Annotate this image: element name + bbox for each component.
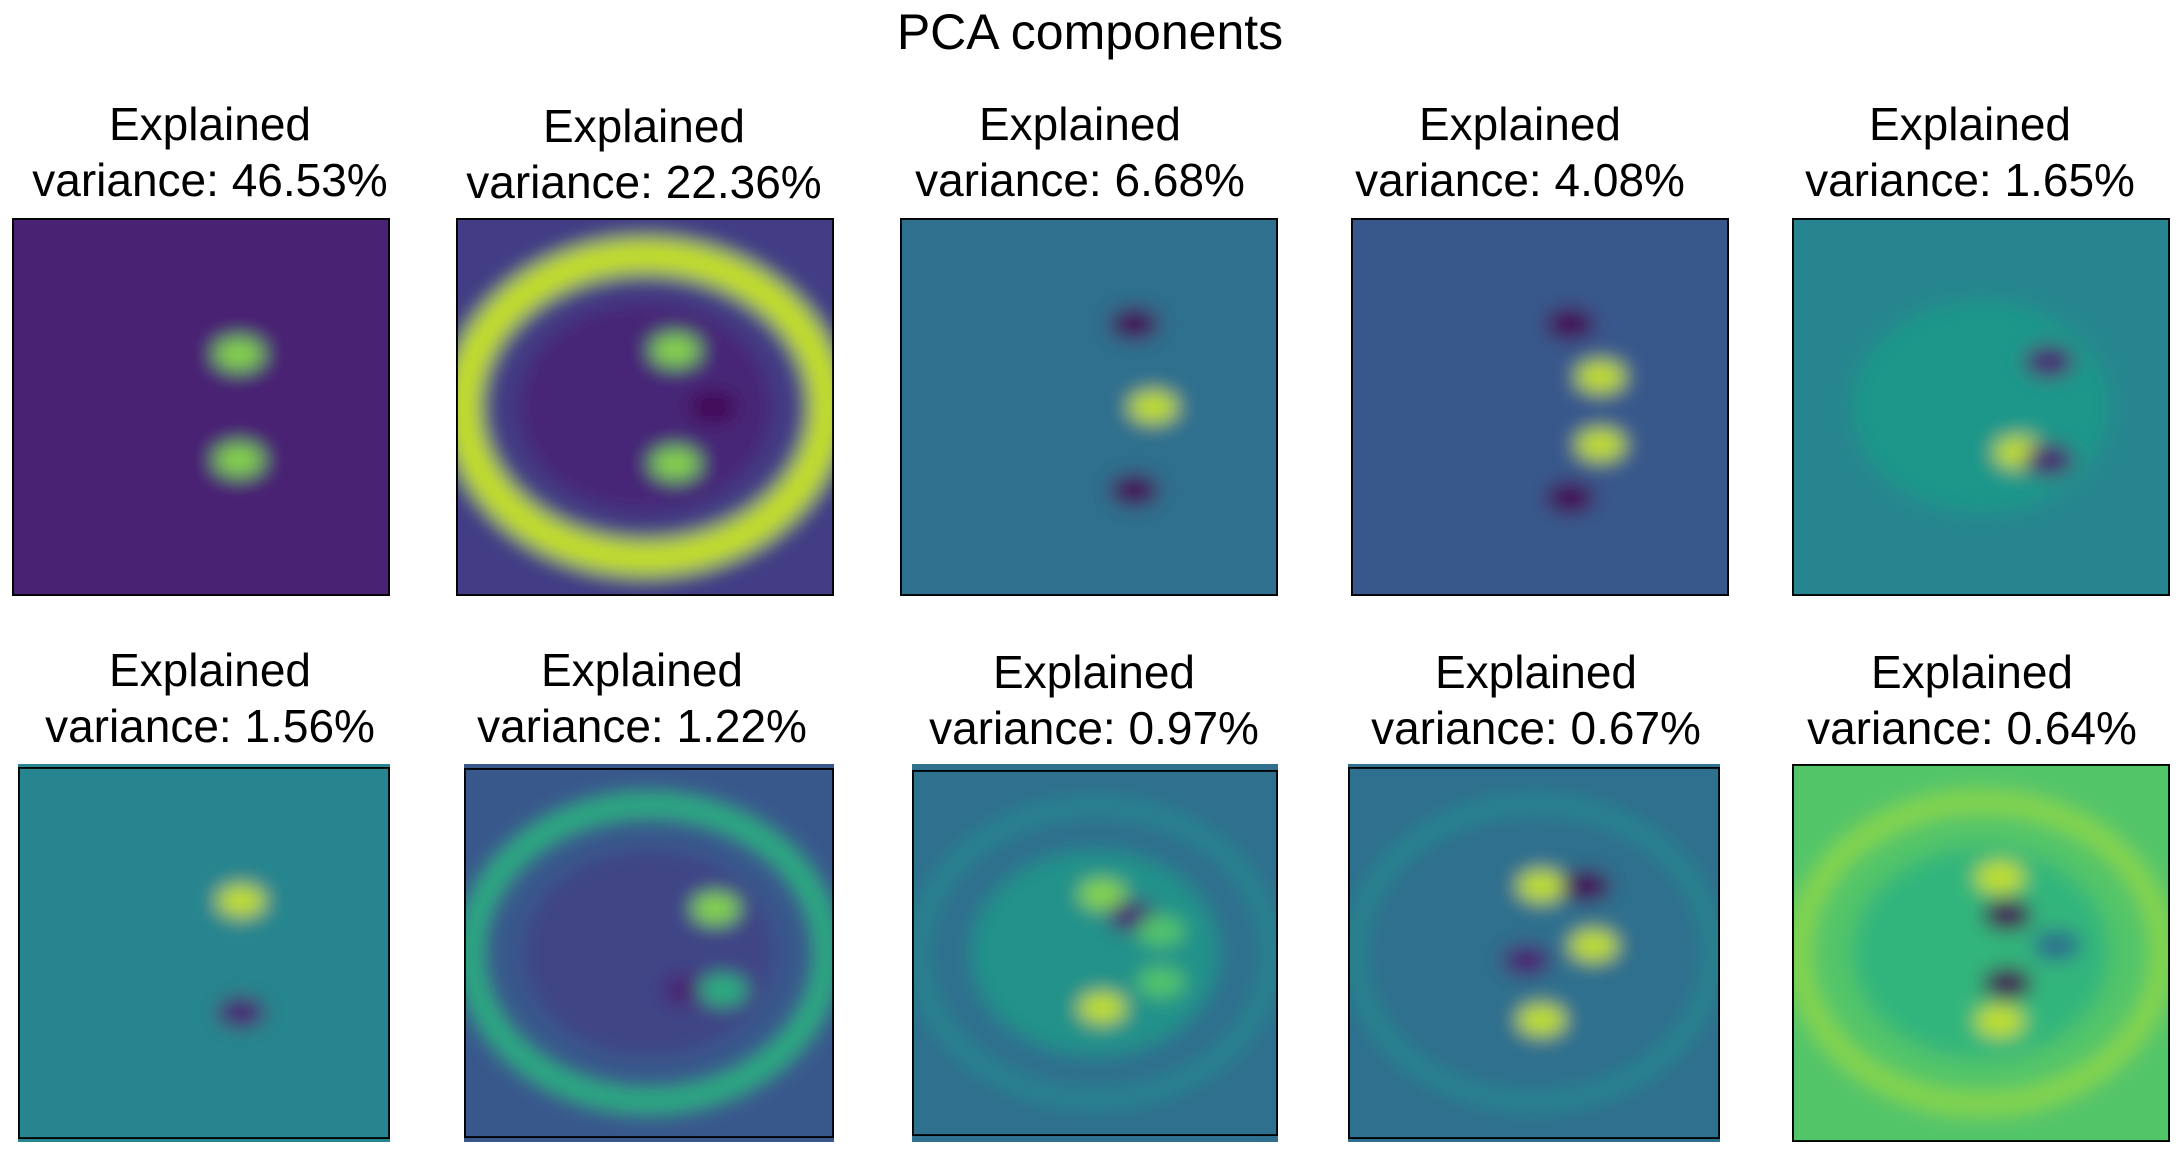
pca-panel-4: Explained variance: 4.08%: [1310, 96, 1730, 606]
component-heatmap: [1792, 218, 2170, 596]
pca-panel-10: Explained variance: 0.64%: [1762, 644, 2180, 1154]
panel-title-line1: Explained: [1868, 98, 2072, 150]
panel-title-line1: Explained: [540, 644, 744, 696]
panel-title-line1: Explained: [1434, 646, 1638, 698]
component-heatmap: [464, 764, 834, 1142]
panel-title-line2: variance: 1.65%: [1805, 154, 2135, 206]
panel-title-line2: variance: 22.36%: [466, 156, 822, 208]
panel-title-line2: variance: 0.67%: [1371, 702, 1701, 754]
panel-title-line2: variance: 4.08%: [1355, 154, 1685, 206]
panel-title-line1: Explained: [992, 646, 1196, 698]
panel-title-line1: Explained: [1418, 98, 1622, 150]
pca-panel-3: Explained variance: 6.68%: [870, 96, 1290, 606]
pca-panel-8: Explained variance: 0.97%: [884, 644, 1304, 1154]
pca-panel-5: Explained variance: 1.65%: [1760, 96, 2180, 606]
panel-title-line1: Explained: [108, 98, 312, 150]
component-heatmap: [18, 764, 390, 1142]
panel-title-line1: Explained: [1870, 646, 2074, 698]
pca-panel-2: Explained variance: 22.36%: [434, 98, 854, 608]
component-heatmap: [456, 218, 834, 596]
component-heatmap: [900, 218, 1278, 596]
panel-title-line2: variance: 0.97%: [929, 702, 1259, 754]
component-heatmap: [1351, 218, 1729, 596]
component-heatmap: [912, 764, 1278, 1142]
panel-title-line1: Explained: [978, 98, 1182, 150]
panel-title-line2: variance: 1.22%: [477, 700, 807, 752]
panel-title-line2: variance: 46.53%: [32, 154, 388, 206]
panel-title-line2: variance: 6.68%: [915, 154, 1245, 206]
pca-panel-9: Explained variance: 0.67%: [1326, 644, 1746, 1154]
panel-title-line2: variance: 1.56%: [45, 700, 375, 752]
component-heatmap: [1348, 764, 1720, 1142]
pca-panel-6: Explained variance: 1.56%: [0, 642, 420, 1152]
panel-title-line1: Explained: [108, 644, 312, 696]
figure-title: PCA components: [896, 4, 1284, 60]
component-heatmap: [12, 218, 390, 596]
panel-title-line2: variance: 0.64%: [1807, 702, 2137, 754]
panel-title-line1: Explained: [542, 100, 746, 152]
pca-panel-1: Explained variance: 46.53%: [0, 96, 420, 606]
pca-panel-7: Explained variance: 1.22%: [432, 642, 852, 1152]
component-heatmap: [1792, 764, 2170, 1142]
